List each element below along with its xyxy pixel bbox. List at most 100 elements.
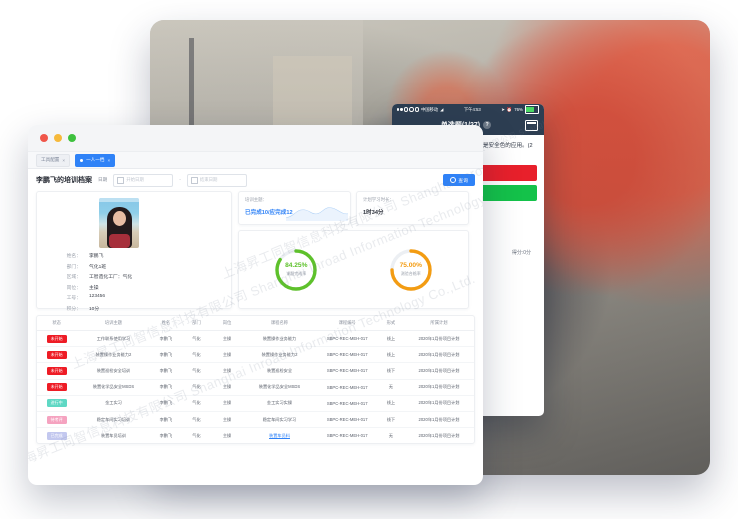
- progress-rings-card: 84.25% 课题完成率 75.00% 测验合格率: [238, 230, 469, 309]
- status-cell: 未开始: [37, 362, 77, 380]
- ring-exam-label: 测验合格率: [400, 270, 421, 276]
- table-row[interactable]: 未开始 装置巡检安全培训 李鹏飞 气化 主操 装置巡检安全 SBPC-REC-MEH-017…: [37, 362, 474, 380]
- th-name: 姓名: [150, 316, 182, 331]
- th-form: 形式: [377, 316, 405, 331]
- wifi-icon: ◢: [440, 106, 444, 112]
- training-theme-value: 已完成10/应完成12: [245, 210, 293, 216]
- table-body: 未开始 工作联系使用学习 李鹏飞 气化 主操 装置操作业务能力 SBPC-REC-MEH-0…: [37, 330, 474, 444]
- profile-value: 主操: [89, 285, 99, 291]
- end-date-input[interactable]: 结束日期: [186, 173, 247, 187]
- profile-key: 姓名：: [66, 254, 81, 259]
- name-cell: 李鹏飞: [150, 362, 182, 380]
- plan-cell: 2020年1月份项目计划: [404, 362, 474, 380]
- plan-cell: 2020年1月份项目计划: [404, 346, 474, 364]
- course-cell: 装置化学品安全MSDS: [242, 379, 317, 396]
- profile-value: 123456: [89, 294, 106, 299]
- post-cell: 主操: [211, 362, 243, 380]
- signal-icon: [397, 107, 419, 112]
- profile-key: 部门：: [66, 264, 81, 270]
- table-row[interactable]: 待考评 稳定车间实习培训 李鹏飞 气化 主操 稳定车间实习学习 SBPC-REC-MEH-0…: [37, 411, 474, 429]
- training-table: 状态 培训主题 姓名 部门 岗位 课程名称 课程编号 形式 所属计划 未开始 工作…: [37, 316, 474, 443]
- start-date-input[interactable]: 开始日期: [113, 173, 174, 187]
- back-arrow-icon[interactable]: ←: [398, 120, 407, 130]
- form-cell: 线下: [377, 362, 405, 380]
- avatar-face: [113, 211, 126, 226]
- profile-row-empno: 工号： 123456: [57, 294, 217, 301]
- stats-panel: 培训主题： 已完成10/应完成12 计划学习时长： 1时34分: [238, 191, 469, 309]
- profile-row-area: 区域： 工智造化工厂：气化: [57, 273, 217, 280]
- minimize-icon[interactable]: [54, 134, 62, 142]
- carrier-label: 中国移动: [420, 106, 439, 112]
- table-header-row: 状态 培训主题 姓名 部门 岗位 课程名称 课程编号 形式 所属计划: [37, 316, 474, 331]
- query-button[interactable]: 查询: [442, 174, 475, 186]
- form-cell: 线上: [377, 346, 405, 364]
- topic-cell: 装置化学品安全MSDS: [76, 379, 151, 396]
- score-text: 得分:0分: [511, 249, 531, 256]
- table-row[interactable]: 未开始 装置操作业务能力2 李鹏飞 气化 主操 装置操作业务能力2 SBPC-REC-MEH…: [37, 346, 474, 364]
- alarm-icon: ⏰: [506, 106, 513, 112]
- search-icon: [449, 177, 456, 183]
- table-row[interactable]: 未开始 装置化学品安全MSDS 李鹏飞 气化 主操 装置化学品安全MSDS SBPC-REC…: [37, 379, 474, 396]
- battery-icon: [524, 105, 539, 114]
- status-cell: 待考评: [37, 411, 77, 429]
- ring-exam-pass-svg: [390, 248, 432, 291]
- planned-duration-label: 计划学习时长：: [363, 197, 394, 202]
- maximize-icon[interactable]: [68, 134, 76, 142]
- tab-close-icon[interactable]: ×: [107, 157, 111, 163]
- name-cell: 李鹏飞: [150, 395, 182, 412]
- name-cell: 李鹏飞: [150, 411, 182, 429]
- dept-cell: 气化: [181, 362, 212, 380]
- tab-dot-icon: [80, 158, 84, 162]
- profile-row-points: 积分： 10分: [57, 305, 217, 312]
- calendar-icon: [117, 176, 125, 184]
- course-cell: 金工实习实操: [242, 395, 317, 412]
- calendar-icon: [190, 176, 198, 184]
- tab-one-person-one-file[interactable]: 一人一档 ×: [75, 153, 116, 167]
- battery-percent: 76%: [514, 107, 523, 112]
- course-cell: 稳定车间实习学习: [242, 411, 317, 429]
- profile-row-dept: 部门： 气化1班: [57, 263, 217, 270]
- profile-row-post: 岗位： 主操: [57, 284, 217, 291]
- profile-key: 岗位：: [66, 285, 81, 291]
- sparkline-chart: [286, 207, 348, 221]
- browser-window: 工具配置 × 一人一档 × 李鹏飞的培训档案 日期 开始日期 - 结束日期: [28, 125, 483, 485]
- table-row[interactable]: 未开始 工作联系使用学习 李鹏飞 气化 主操 装置操作业务能力 SBPC-REC-MEH-0…: [37, 330, 474, 348]
- status-badge: 未开始: [46, 350, 67, 359]
- planned-duration-value: 1时34分: [363, 210, 384, 216]
- code-cell: SBPC-REC-MEH-017: [316, 379, 378, 396]
- ring-course-pct: 84.25%: [285, 262, 308, 270]
- location-icon: ➤: [501, 106, 505, 112]
- table-row[interactable]: 进行中 金工实习 李鹏飞 气化 主操 金工实习实操 SBPC-REC-MEH-017 线上 20…: [37, 395, 474, 412]
- plan-cell: 2020年1月份项目计划: [418, 432, 460, 438]
- calculator-icon[interactable]: [524, 119, 538, 131]
- status-badge: 未开始: [46, 366, 67, 375]
- status-badge: 未开始: [46, 334, 67, 343]
- code-cell: SBPC-REC-MEH-017: [316, 395, 378, 412]
- profile-row-name: 姓名： 李鹏飞: [57, 252, 217, 259]
- status-cell: 未开始: [37, 379, 77, 396]
- profile-value: 10分: [89, 306, 100, 312]
- ring-course-completion: 84.25% 课题完成率: [272, 246, 320, 294]
- status-cell: 未开始: [37, 346, 77, 364]
- close-icon[interactable]: [40, 134, 48, 142]
- plan-cell: 2020年1月份项目计划: [404, 395, 474, 412]
- table-row[interactable]: 已完成 装置车员培训 李鹏飞 气化 主操 装置车员料 SBPC-REC-MEH-017 无 20…: [37, 428, 474, 444]
- tab-tool-config[interactable]: 工具配置 ×: [36, 153, 71, 167]
- help-icon[interactable]: ?: [483, 121, 492, 129]
- start-date-placeholder: 开始日期: [126, 177, 144, 182]
- code-cell: SBPC-REC-MEH-017: [316, 330, 378, 348]
- profile-info-list: 姓名： 李鹏飞 部门： 气化1班 区域： 工智造化工厂：气化 岗位： 主操: [57, 252, 217, 315]
- tab-close-icon[interactable]: ×: [62, 157, 66, 163]
- profile-value: 气化1班: [89, 264, 107, 270]
- th-topic: 培训主题: [76, 316, 151, 331]
- tab-one-person-one-file-label: 一人一档: [86, 157, 105, 162]
- status-badge: 已完成: [46, 431, 67, 440]
- ring-course-completion-svg: [275, 248, 317, 291]
- course-cell[interactable]: 装置车员料: [242, 428, 316, 444]
- plan-cell: 2020年1月份项目计划: [404, 379, 474, 396]
- course-link[interactable]: 装置车员料: [269, 432, 290, 438]
- topic-cell: 稳定车间实习培训: [76, 411, 151, 429]
- date-separator: -: [179, 177, 181, 183]
- plan-cell: 2020年1月份项目计划: [404, 330, 474, 348]
